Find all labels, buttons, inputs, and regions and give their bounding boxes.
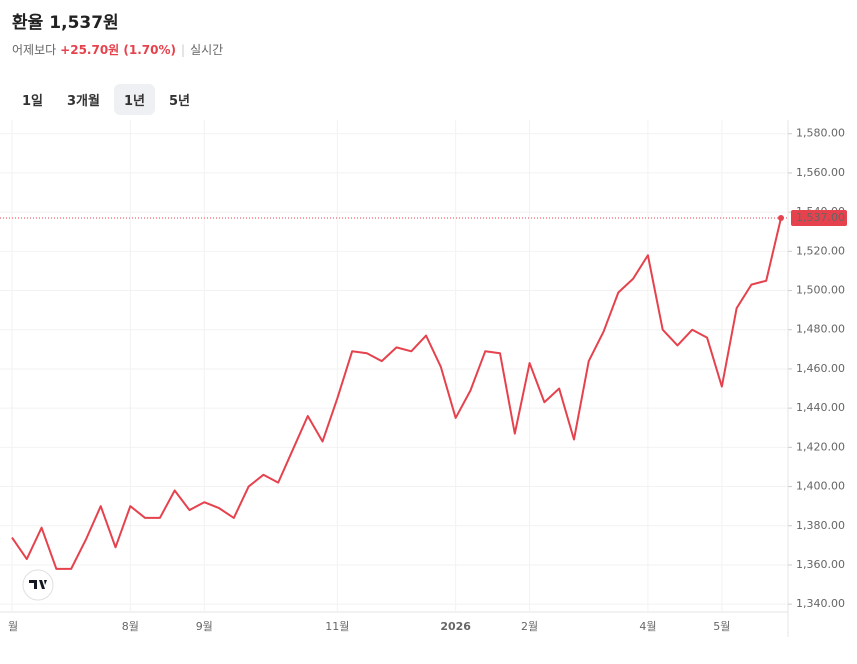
range-tab[interactable]: 1일 — [22, 94, 44, 109]
price: 1,537원 — [49, 13, 119, 33]
x-tick-label: 월 — [8, 620, 18, 633]
y-tick-label: 1,440.00 — [796, 401, 845, 414]
x-tick-label: 11월 — [325, 620, 349, 633]
y-tick-label: 1,460.00 — [796, 362, 845, 375]
x-tick-label: 5월 — [713, 620, 730, 633]
range-tab[interactable]: 1년 — [113, 84, 155, 115]
y-tick-label: 1,500.00 — [796, 284, 845, 297]
y-tick-label: 1,520.00 — [796, 244, 845, 257]
x-tick-label: 9월 — [196, 620, 213, 633]
title: 환율 — [12, 13, 44, 33]
y-tick-label: 1,580.00 — [796, 127, 845, 140]
x-tick-label: 8월 — [122, 620, 139, 633]
y-tick-label: 1,420.00 — [796, 440, 845, 453]
y-tick-label: 1,400.00 — [796, 480, 845, 493]
y-tick-label: 1,480.00 — [796, 323, 845, 336]
y-tick-label: 1,380.00 — [796, 519, 845, 532]
header: 환율 1,537원 어제보다 +25.70원 (1.70%) | 실시간 — [12, 8, 223, 58]
logo-bg — [22, 569, 54, 601]
change-row: 어제보다 +25.70원 (1.70%) | 실시간 — [12, 41, 223, 58]
y-tick-label: 1,360.00 — [796, 558, 845, 571]
y-tick-label: 1,560.00 — [796, 166, 845, 179]
y-tick-label: 1,340.00 — [796, 597, 845, 610]
change: +25.70원 (1.70%) — [60, 43, 177, 57]
x-tick-label: 4월 — [639, 620, 656, 633]
separator: | — [181, 43, 186, 57]
range-tab[interactable]: 3개월 — [67, 94, 100, 109]
x-tick-label: 2월 — [521, 620, 538, 633]
price-line — [11, 217, 782, 570]
last-point — [778, 215, 784, 222]
last-price-label: 1,537.00 — [796, 211, 845, 224]
tv-logo — [22, 569, 54, 601]
range-tabs: 1일 3개월 1년 5년 — [12, 84, 200, 115]
realtime: 실시간 — [190, 43, 224, 57]
range-tab[interactable]: 5년 — [169, 94, 191, 109]
logo-mark — [29, 580, 47, 589]
last-price-badge — [791, 210, 847, 227]
x-tick-label: 2026 — [440, 620, 471, 633]
title-row: 환율 1,537원 — [12, 8, 223, 33]
compare-label: 어제보다 — [12, 43, 57, 57]
